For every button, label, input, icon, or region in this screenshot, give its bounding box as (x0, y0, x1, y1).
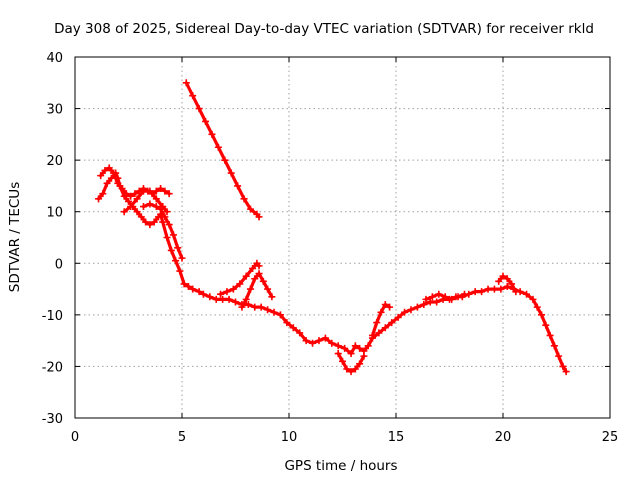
series-layer (95, 79, 570, 375)
y-tick-label: -30 (42, 412, 63, 427)
series-line-arc-4 (144, 204, 183, 258)
x-tick-label: 15 (388, 430, 405, 445)
y-tick-label: 20 (46, 154, 63, 169)
sdtvar-chart: Day 308 of 2025, Sidereal Day-to-day VTE… (0, 0, 640, 480)
x-tick-label: 5 (178, 430, 186, 445)
chart-title: Day 308 of 2025, Sidereal Day-to-day VTE… (54, 21, 594, 37)
series-points-arc-1 (95, 170, 570, 376)
y-tick-label: 0 (55, 257, 63, 272)
y-tick-label: 10 (46, 206, 63, 221)
y-tick-label: -10 (42, 309, 63, 324)
y-tick-label: -20 (42, 360, 63, 375)
series-line-arc-5 (186, 83, 259, 217)
x-tick-label: 25 (602, 430, 619, 445)
x-tick-label: 20 (495, 430, 512, 445)
y-axis-label: SDTVAR / TECUs (7, 182, 23, 292)
y-tick-label: 30 (46, 103, 63, 118)
x-tick-label: 0 (71, 430, 79, 445)
x-tick-label: 10 (281, 430, 298, 445)
tick-layer: 0 5 10 15 20 25 -30 -20 -10 0 10 20 30 40 (42, 51, 619, 445)
x-axis-label: GPS time / hours (284, 458, 397, 474)
data-point (491, 286, 498, 293)
y-tick-label: 40 (46, 51, 63, 66)
